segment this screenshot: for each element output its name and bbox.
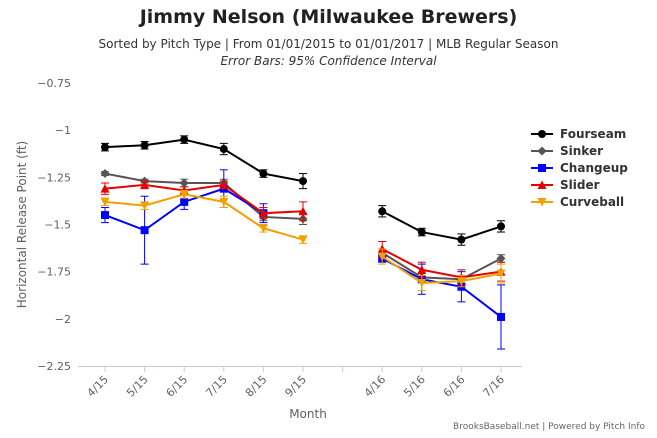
legend-fourseam-marker [538,130,546,138]
slider-data-point [298,206,308,216]
chart-subtitle: Sorted by Pitch Type | From 01/01/2015 t… [98,37,559,51]
fourseam-data-point [140,141,149,150]
y-tick-label: −2.25 [37,360,71,373]
legend-curveball-label[interactable]: Curveball [560,195,624,209]
chart-title: Jimmy Nelson (Milwaukee Brewers) [139,6,518,28]
changeup-data-point [140,226,149,235]
y-tick-label: −1 [55,124,71,137]
legend-sinker-label[interactable]: Sinker [560,144,603,158]
legend-slider-marker [537,180,547,189]
legend-curveball-marker [537,198,547,207]
sinker-series-line[interactable] [104,172,502,281]
curveball-data-point [496,269,506,279]
chart-note: Error Bars: 95% Confidence Interval [220,54,437,68]
y-tick-label: −1.5 [44,219,71,232]
x-axis-title: Month [289,407,327,421]
changeup-data-point [180,197,189,206]
sinker-data-point [179,178,189,188]
slider-data-point [140,180,150,189]
legend-slider-label[interactable]: Slider [560,178,600,192]
fourseam-data-point [457,235,466,244]
changeup-data-point [497,312,505,321]
y-tick-label: −0.75 [37,77,71,90]
x-tick-label: 5/15 [124,373,151,400]
x-tick-label: 4/16 [362,373,389,400]
x-tick-label: 6/16 [441,373,468,400]
curveball-data-point [219,197,229,207]
curveball-data-point [417,278,427,288]
slider-series-line[interactable] [104,183,502,279]
y-axis-title: Horizontal Release Point (ft) [15,141,29,308]
curveball-series-line[interactable] [104,193,502,285]
curveball-data-point [179,190,189,199]
fourseam-data-point [101,143,109,152]
sinker-data-point [100,169,110,179]
fourseam-data-point [497,222,505,231]
legend-sinker-marker [537,146,547,156]
x-tick-label: 9/15 [282,373,309,400]
fourseam-data-point [259,169,268,178]
legend-fourseam-label[interactable]: Fourseam [560,127,626,141]
x-tick-label: 8/15 [243,373,270,400]
x-tick-label: 6/15 [164,373,191,400]
curveball-data-point [258,224,268,233]
curveball-data-point [377,252,387,262]
fourseam-data-point [417,228,426,237]
y-tick-label: −1.25 [37,171,71,184]
curveball-data-point [456,277,466,286]
credits-text[interactable]: BrooksBaseball.net | Powered by Pitch In… [453,422,645,432]
curveball-data-point [100,197,110,207]
sinker-data-point [496,253,506,263]
x-tick-label: 5/16 [401,373,428,400]
x-tick-label: 4/15 [84,373,111,400]
changeup-data-point [101,211,109,220]
y-tick-label: −1.75 [37,266,71,279]
x-tick-label: 7/15 [203,373,230,400]
curveball-data-point [140,201,150,211]
x-tick-label: 7/16 [480,373,507,400]
slider-data-point [100,184,110,193]
legend-changeup-label[interactable]: Changeup [560,161,628,175]
slider-data-point [219,180,229,189]
slider-data-point [417,265,427,274]
slider-data-point [258,208,268,218]
fourseam-series-line[interactable] [104,138,502,241]
fourseam-data-point [299,177,307,186]
fourseam-data-point [180,135,189,144]
fourseam-data-point [219,145,228,154]
legend-changeup-marker [538,164,546,172]
y-tick-label: −2 [55,313,71,326]
curveball-data-point [298,235,308,245]
fourseam-data-point [378,207,387,216]
